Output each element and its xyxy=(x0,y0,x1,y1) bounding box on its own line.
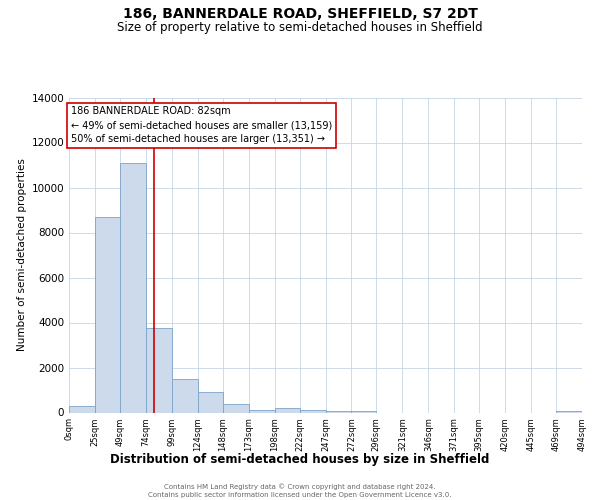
Bar xyxy=(120,163,146,412)
Bar xyxy=(248,410,275,412)
Text: Distribution of semi-detached houses by size in Sheffield: Distribution of semi-detached houses by … xyxy=(110,452,490,466)
Bar xyxy=(69,406,95,412)
Text: 186 BANNERDALE ROAD: 82sqm
← 49% of semi-detached houses are smaller (13,159)
50: 186 BANNERDALE ROAD: 82sqm ← 49% of semi… xyxy=(71,106,332,144)
Bar xyxy=(223,404,248,412)
Bar xyxy=(556,410,582,412)
Text: Size of property relative to semi-detached houses in Sheffield: Size of property relative to semi-detach… xyxy=(117,21,483,34)
Bar xyxy=(146,328,172,412)
Bar xyxy=(275,408,299,412)
Bar xyxy=(172,379,198,412)
Text: 186, BANNERDALE ROAD, SHEFFIELD, S7 2DT: 186, BANNERDALE ROAD, SHEFFIELD, S7 2DT xyxy=(122,8,478,22)
Bar xyxy=(198,392,223,412)
Text: Contains HM Land Registry data © Crown copyright and database right 2024.
Contai: Contains HM Land Registry data © Crown c… xyxy=(148,484,452,498)
Bar xyxy=(95,217,120,412)
Bar xyxy=(352,410,376,412)
Bar xyxy=(299,410,325,412)
Y-axis label: Number of semi-detached properties: Number of semi-detached properties xyxy=(17,158,27,352)
